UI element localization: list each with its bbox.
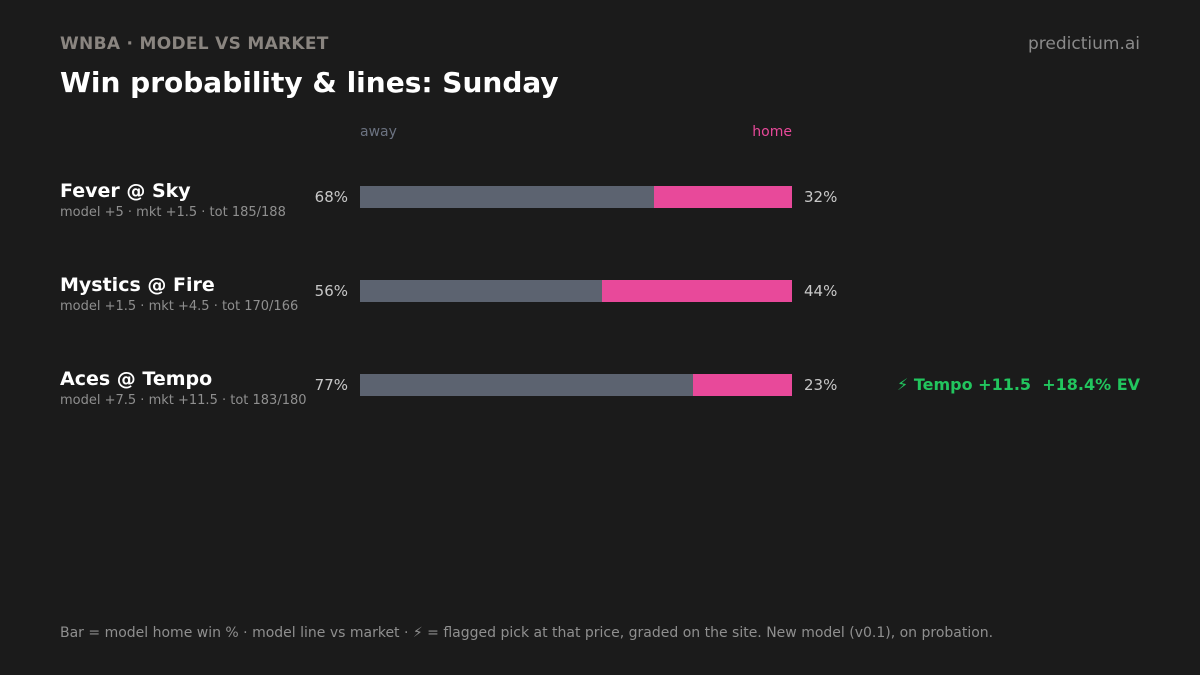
- game-row: Aces @ Tempo model +7.5 · mkt +11.5 · tot…: [0, 368, 1200, 418]
- home-bar-segment: [692, 374, 792, 396]
- brand-name[interactable]: predictium.ai: [1028, 34, 1140, 54]
- line-summary: model +1.5 · mkt +4.5 · tot 170/166: [60, 299, 299, 314]
- home-bar-segment: [653, 186, 792, 208]
- away-bar-segment: [360, 374, 693, 396]
- away-win-pct: 68%: [314, 188, 348, 206]
- home-bar-segment: [601, 280, 792, 302]
- footer-note: Bar = model home win % · model line vs m…: [60, 625, 994, 641]
- home-win-pct: 32%: [804, 188, 838, 206]
- home-win-pct: 23%: [804, 376, 838, 394]
- line-summary: model +5 · mkt +1.5 · tot 185/188: [60, 205, 286, 220]
- flagged-pick: ⚡ Tempo +11.5 +18.4% EV: [897, 375, 1140, 394]
- away-bar-segment: [360, 186, 654, 208]
- away-win-pct: 77%: [314, 376, 348, 394]
- away-bar-segment: [360, 280, 602, 302]
- legend-away-label: away: [360, 124, 397, 140]
- home-win-pct: 44%: [804, 282, 838, 300]
- matchup-label: Mystics @ Fire: [60, 274, 215, 296]
- win-prob-bar: [360, 186, 792, 208]
- game-row: Fever @ Sky model +5 · mkt +1.5 · tot 185…: [0, 180, 1200, 230]
- matchup-label: Aces @ Tempo: [60, 368, 213, 390]
- game-row: Mystics @ Fire model +1.5 · mkt +4.5 · to…: [0, 274, 1200, 324]
- line-summary: model +7.5 · mkt +11.5 · tot 183/180: [60, 393, 307, 408]
- matchup-label: Fever @ Sky: [60, 180, 191, 202]
- away-win-pct: 56%: [314, 282, 348, 300]
- legend-home-label: home: [752, 124, 792, 140]
- win-prob-bar: [360, 374, 792, 396]
- win-prob-bar: [360, 280, 792, 302]
- page-title: Win probability & lines: Sunday: [60, 66, 559, 99]
- kicker: WNBA · MODEL VS MARKET: [60, 34, 329, 54]
